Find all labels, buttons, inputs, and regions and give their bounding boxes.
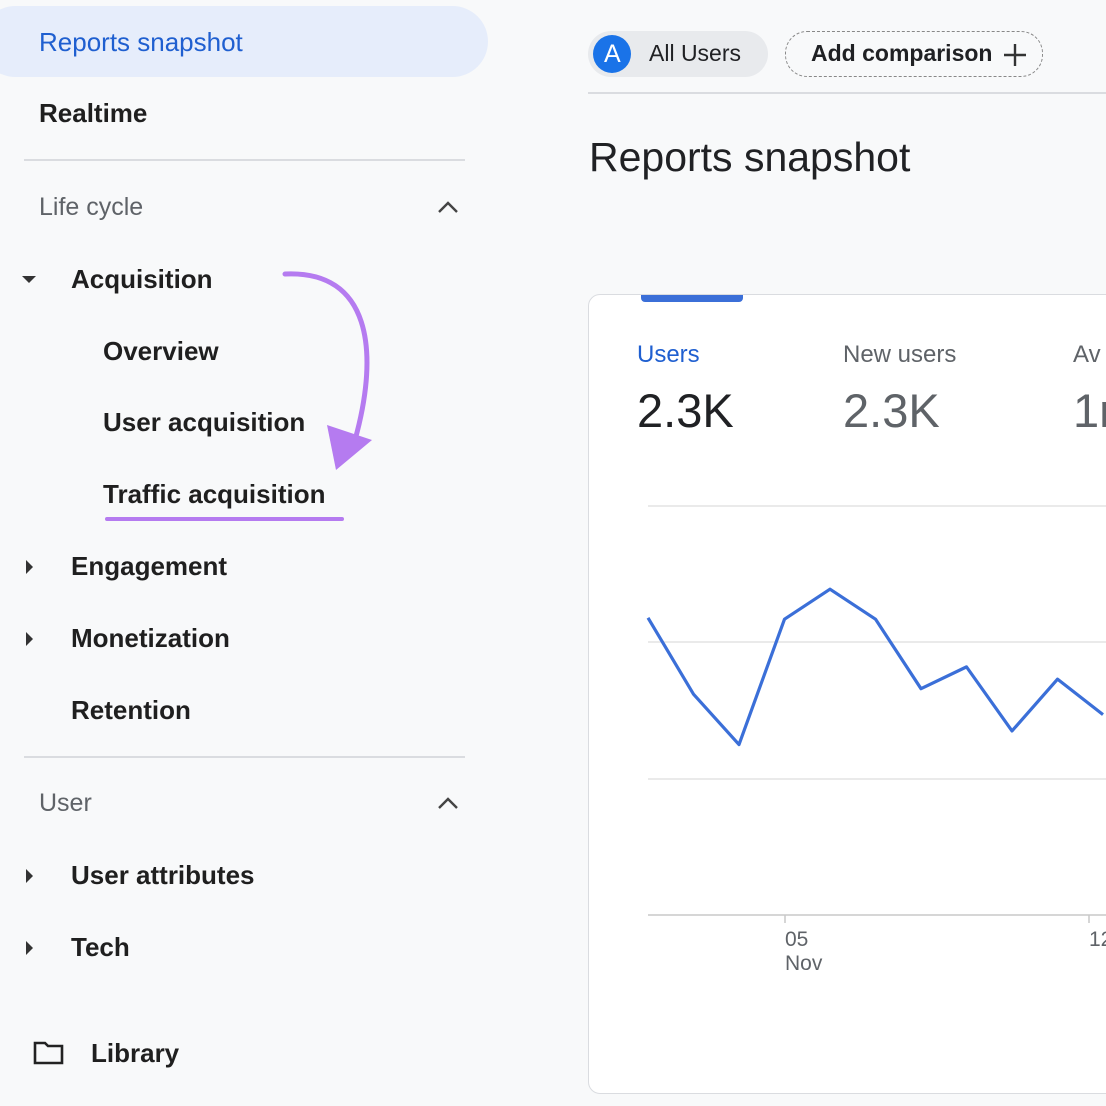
section-title[interactable]: User [39,789,92,817]
caret-right[interactable] [22,939,38,957]
metric-value: 2.3K [843,384,940,437]
x-tick-label: 12 [1089,928,1106,951]
nav-item[interactable]: Acquisition [71,264,213,294]
nav-item[interactable]: Realtime [39,98,148,128]
plus-icon[interactable] [1002,42,1028,68]
nav-item[interactable]: Engagement [71,551,228,581]
comparison-label[interactable]: Add comparison [811,40,993,66]
nav-item[interactable]: Overview [103,336,219,366]
sidebar: Reports snapshot Realtime Life cycle Acq… [0,0,500,1106]
nav-item[interactable]: Library [91,1038,180,1068]
caret-right[interactable] [22,558,38,576]
divider [24,756,465,758]
avatar-letter: A [604,40,621,68]
caret-down[interactable] [20,272,40,288]
avatar [593,35,631,73]
metric-label[interactable]: Users [637,341,700,368]
caret-right[interactable] [22,867,38,885]
page-title: Reports snapshot [589,134,911,180]
folder-icon [33,1041,64,1065]
nav-item[interactable]: Monetization [71,623,230,653]
nav-item[interactable]: Reports snapshot [39,27,243,57]
nav-item[interactable]: Tech [71,932,130,962]
section-title[interactable]: Life cycle [39,193,144,221]
divider [24,159,465,161]
chevron-up[interactable] [436,794,460,812]
nav-item[interactable]: Traffic acquisition [103,479,326,509]
toolbar-rule [588,92,1106,94]
metric-value: 1m [1073,384,1106,437]
metric-value: 2.3K [637,384,734,437]
x-tick-label: Nov [785,952,823,975]
nav-item[interactable]: User acquisition [103,407,306,437]
active-pill[interactable] [0,6,488,77]
nav-item[interactable]: Retention [71,695,191,725]
metric-label[interactable]: Av [1073,341,1101,368]
users-line [646,587,1104,747]
nav-item[interactable]: User attributes [71,860,255,890]
segment-label[interactable]: All Users [649,40,742,66]
caret-right[interactable] [22,630,38,648]
comparison-button[interactable] [785,31,1043,77]
chevron-up[interactable] [436,198,460,216]
x-tick-label: 05 [785,928,808,951]
metric-label[interactable]: New users [843,341,957,368]
active-tab [641,295,743,302]
